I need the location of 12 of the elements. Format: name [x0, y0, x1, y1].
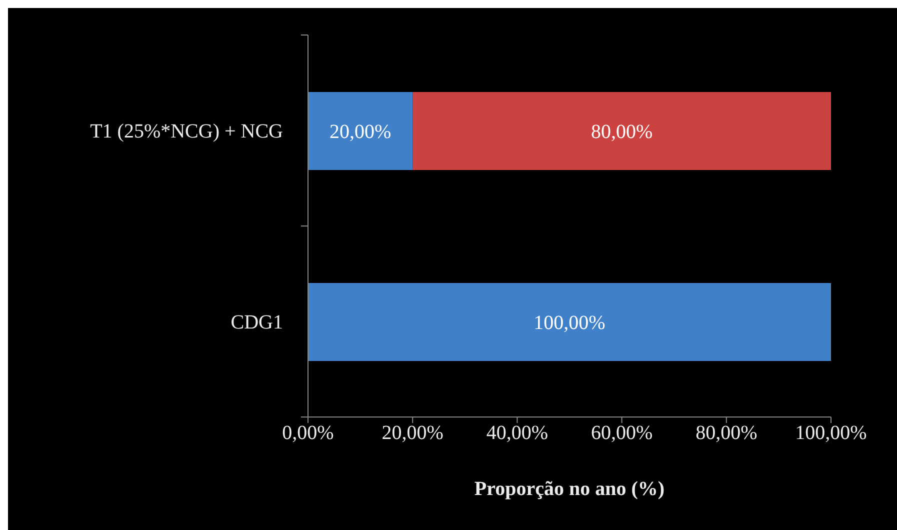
- x-tick-label: 0,00%: [282, 422, 334, 444]
- y-tick-label: T1 (25%*NCG) + NCG: [90, 120, 283, 142]
- data-label: 80,00%: [590, 121, 653, 143]
- x-tick-label: 100,00%: [795, 422, 867, 444]
- data-label: 20,00%: [329, 121, 392, 143]
- x-tick-label: 80,00%: [696, 422, 758, 444]
- y-tick-label: CDG1: [230, 312, 283, 334]
- x-axis-title: Proporção no ano (%): [474, 478, 665, 500]
- x-tick-label: 40,00%: [486, 422, 548, 444]
- data-label: 100,00%: [534, 312, 606, 334]
- x-tick-label: 60,00%: [590, 422, 653, 444]
- x-tick-label: 20,00%: [382, 422, 444, 444]
